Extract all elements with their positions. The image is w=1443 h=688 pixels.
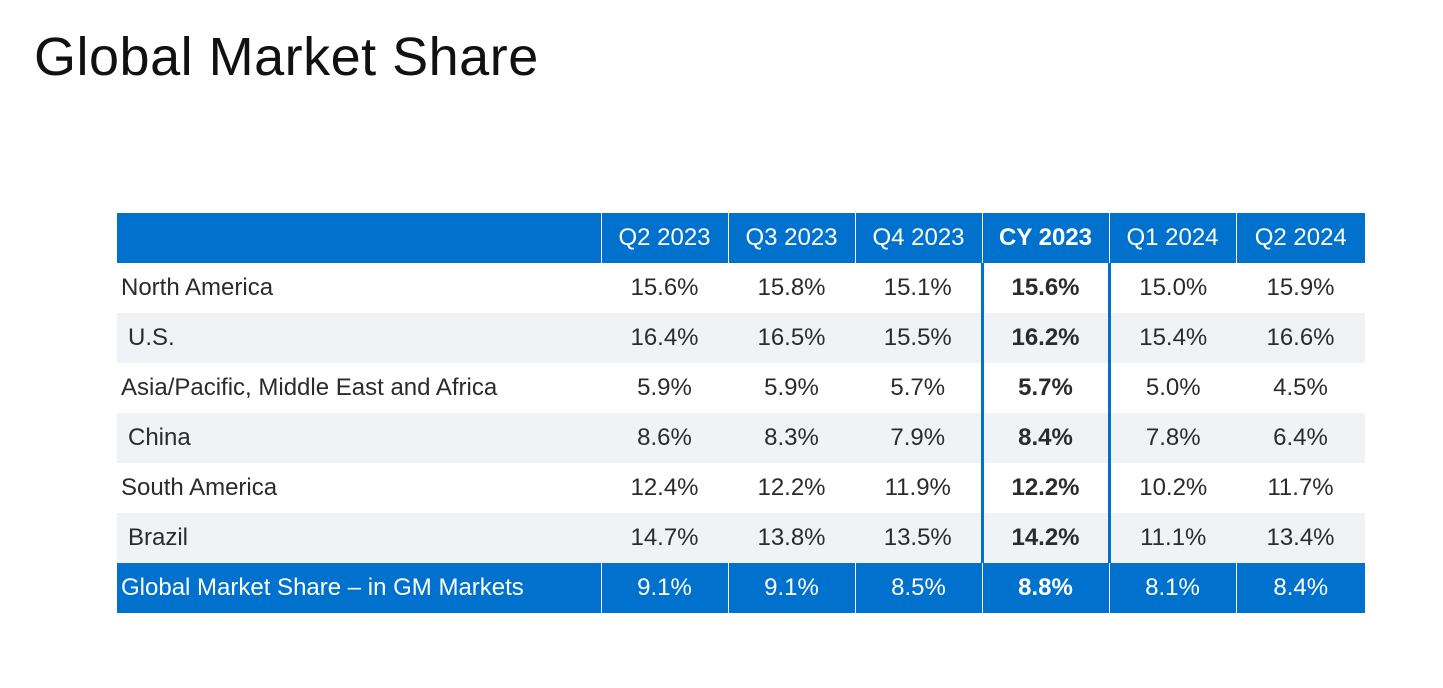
header-label-cell [117,213,601,263]
total-cell: 8.4% [1235,563,1365,613]
row-label: U.S. [117,313,601,363]
table-cell: 14.7% [601,513,728,563]
table-cell: 5.9% [601,363,728,413]
table-row: South America 12.4% 12.2% 11.9% 12.2% 10… [117,463,1365,513]
table-cell: 15.5% [855,313,982,363]
table-row: U.S. 16.4% 16.5% 15.5% 16.2% 15.4% 16.6% [117,313,1365,363]
table-cell: 15.8% [728,263,855,313]
table-cell: 4.5% [1236,363,1365,413]
table-cell: 13.5% [855,513,982,563]
column-header: Q3 2023 [727,213,855,263]
table-cell: 13.8% [728,513,855,563]
table-cell: 15.4% [1109,313,1236,363]
table-row: Asia/Pacific, Middle East and Africa 5.9… [117,363,1365,413]
table-row: China 8.6% 8.3% 7.9% 8.4% 7.8% 6.4% [117,413,1365,463]
table-cell: 16.6% [1236,313,1365,363]
table-cell-highlight: 12.2% [980,463,1111,513]
table-cell-highlight: 5.7% [980,363,1111,413]
total-cell: 9.1% [727,563,855,613]
table-cell: 8.6% [601,413,728,463]
total-cell: 9.1% [600,563,728,613]
column-header: Q1 2024 [1108,213,1236,263]
column-header-highlight: CY 2023 [981,213,1109,263]
table-cell: 6.4% [1236,413,1365,463]
table-cell: 16.4% [601,313,728,363]
total-row-label: Global Market Share – in GM Markets [117,563,601,613]
table-cell-highlight: 14.2% [980,513,1111,563]
table-cell: 15.6% [601,263,728,313]
row-label: South America [117,463,601,513]
total-cell: 8.1% [1108,563,1236,613]
table-cell: 11.9% [855,463,982,513]
table-cell: 15.9% [1236,263,1365,313]
table-cell: 7.9% [855,413,982,463]
total-cell-highlight: 8.8% [981,563,1109,613]
table-cell: 15.0% [1109,263,1236,313]
row-label: North America [117,263,601,313]
table-cell: 7.8% [1109,413,1236,463]
table-cell-highlight: 15.6% [980,263,1111,313]
table-cell-highlight: 8.4% [980,413,1111,463]
table-cell: 11.7% [1236,463,1365,513]
table-cell: 13.4% [1236,513,1365,563]
table-cell: 11.1% [1109,513,1236,563]
table-cell: 5.0% [1109,363,1236,413]
row-label: Asia/Pacific, Middle East and Africa [117,363,601,413]
total-cell: 8.5% [854,563,982,613]
row-label: China [117,413,601,463]
table-cell: 5.9% [728,363,855,413]
table-cell: 12.2% [728,463,855,513]
total-row: Global Market Share – in GM Markets 9.1%… [117,563,1365,613]
table-cell: 15.1% [855,263,982,313]
table-cell: 16.5% [728,313,855,363]
column-header: Q4 2023 [854,213,982,263]
table-cell-highlight: 16.2% [980,313,1111,363]
table-cell: 10.2% [1109,463,1236,513]
header-row: Q2 2023 Q3 2023 Q4 2023 CY 2023 Q1 2024 … [117,213,1365,263]
table-cell: 5.7% [855,363,982,413]
table-cell: 8.3% [728,413,855,463]
table-row: Brazil 14.7% 13.8% 13.5% 14.2% 11.1% 13.… [117,513,1365,563]
column-header: Q2 2024 [1235,213,1365,263]
table-cell: 12.4% [601,463,728,513]
market-share-table: Q2 2023 Q3 2023 Q4 2023 CY 2023 Q1 2024 … [117,213,1365,613]
column-header: Q2 2023 [600,213,728,263]
row-label: Brazil [117,513,601,563]
page-title: Global Market Share [34,27,539,87]
table-row: North America 15.6% 15.8% 15.1% 15.6% 15… [117,263,1365,313]
